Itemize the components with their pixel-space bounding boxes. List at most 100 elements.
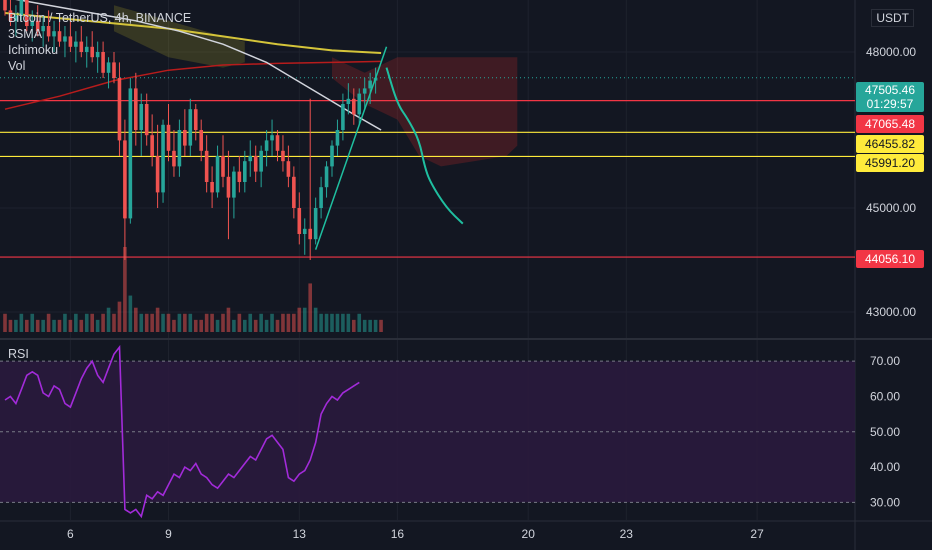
volume-bar [14, 319, 18, 332]
level-badge-upper: 46455.82 [856, 135, 924, 153]
volume-bar [226, 307, 231, 332]
time-tick-label: 27 [750, 527, 764, 541]
volume-bar [150, 313, 154, 332]
time-tick-label: 20 [522, 527, 536, 541]
sma-mid-line [4, 12, 382, 54]
volume-bar [19, 313, 24, 332]
volume-bar [313, 307, 318, 332]
volume-bar [335, 313, 340, 332]
volume-bar [259, 313, 263, 332]
candle-body [46, 26, 51, 37]
candle-body [117, 78, 122, 141]
ichimoku-cloud [114, 5, 518, 167]
rsi-tick-label: 70.00 [870, 354, 900, 368]
candle-body [226, 176, 231, 198]
candle-body [25, 0, 29, 26]
volume-bars [3, 247, 383, 332]
volume-bar [74, 313, 78, 332]
candle-body [362, 88, 367, 94]
candle-body [275, 135, 280, 151]
candle-body [150, 135, 154, 156]
sma-slow-line [4, 60, 382, 110]
volume-bar [373, 319, 378, 332]
volume-bar [68, 319, 73, 332]
candle-body [14, 15, 18, 21]
volume-bar [237, 313, 242, 332]
rsi-tick-label: 50.00 [870, 425, 900, 439]
time-tick-label: 6 [67, 527, 74, 541]
volume-bar [63, 313, 67, 332]
candle-body [183, 130, 187, 146]
candle-body [101, 52, 105, 73]
candle-body [30, 20, 35, 26]
projection-drawing [314, 46, 464, 250]
candle-body [199, 130, 203, 151]
indicator-sma[interactable]: 3SMA [8, 27, 43, 41]
candle-body [341, 104, 345, 130]
candle-body [90, 46, 94, 58]
candle-body [35, 20, 40, 32]
candle-body [215, 156, 220, 193]
candle-body [352, 98, 356, 115]
sma-fast-line [15, 0, 382, 131]
last-price-value: 47505.46 [864, 83, 916, 97]
price-tick-label: 45000.00 [866, 201, 916, 215]
volume-bar [215, 319, 220, 332]
candle-body [8, 10, 13, 21]
volume-bar [177, 313, 182, 332]
candle-body [308, 228, 312, 240]
volume-bar [84, 313, 89, 332]
volume-bar [193, 319, 198, 332]
volume-bar [210, 313, 214, 332]
rsi-tick-label: 40.00 [870, 460, 900, 474]
candle-body [324, 166, 329, 188]
candle-body [68, 36, 73, 47]
volume-bar [144, 313, 149, 332]
level-badge-resistance: 47065.48 [856, 115, 924, 133]
time-tick-label: 13 [293, 527, 307, 541]
candle-body [368, 80, 372, 89]
volume-bar [199, 319, 203, 332]
candle-body [319, 187, 323, 208]
volume-bar [101, 313, 105, 332]
candle-body [177, 130, 182, 167]
candle-body [193, 109, 198, 130]
rsi-tick-label: 30.00 [870, 495, 900, 509]
volume-bar [352, 319, 356, 332]
volume-bar [25, 319, 29, 332]
candle-body [161, 124, 165, 193]
candlesticks [3, 0, 378, 260]
candle-body [166, 124, 171, 151]
candle-body [84, 46, 89, 52]
last-price-badge: 47505.46 01:29:57 [856, 82, 924, 112]
rsi-tick-label: 60.00 [870, 389, 900, 403]
rsi-pane [0, 344, 855, 519]
time-tick-label: 9 [165, 527, 172, 541]
level-badge-support: 44056.10 [856, 250, 924, 268]
candle-body [357, 93, 362, 115]
indicator-ichimoku[interactable]: Ichimoku [8, 43, 59, 57]
candle-body [210, 182, 214, 193]
candle-body [74, 41, 78, 47]
candle-body [286, 161, 291, 177]
volume-bar [346, 313, 351, 332]
indicator-vol[interactable]: Vol [8, 59, 26, 73]
candle-body [172, 150, 176, 167]
projection-path [385, 67, 464, 225]
candle-body [106, 62, 111, 73]
volume-bar [188, 313, 193, 332]
candle-body [221, 156, 225, 177]
currency-selector[interactable]: USDT [871, 9, 914, 27]
chart-legend: Bitcoin / TetherUS, 4h, BINANCE 3SMA Ich… [8, 10, 191, 74]
candle-body [144, 104, 149, 136]
volume-bar [270, 313, 274, 332]
ichimoku-cloud-past [114, 5, 245, 68]
volume-bar [166, 313, 171, 332]
volume-bar [3, 313, 7, 332]
volume-bar [30, 313, 35, 332]
price-tick-label: 48000.00 [866, 45, 916, 59]
candle-body [253, 156, 258, 172]
candle-body [95, 52, 100, 58]
horizontal-levels [0, 77, 855, 258]
